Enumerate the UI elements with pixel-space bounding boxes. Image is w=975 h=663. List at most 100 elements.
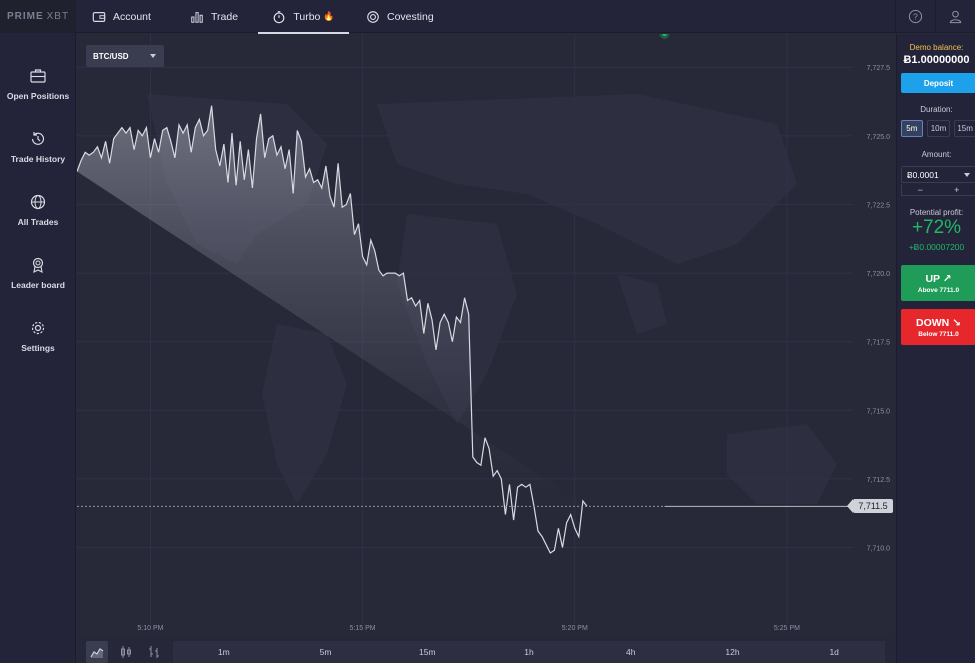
amount-increase-button[interactable]: + [954,184,960,195]
chart-area-series [77,105,588,554]
trade-panel: Demo balance: Ƀ1.00000000 Deposit Durati… [896,34,975,663]
x-axis: 5:10 PM 5:15 PM 5:20 PM 5:25 PM [137,625,800,632]
logo-bold: PRIME [6,11,44,22]
tab-account[interactable]: Account [92,0,151,33]
timeframe-15m[interactable]: 15m [419,647,436,657]
area-fill [77,105,587,553]
sidebar-item-label: Open Positions [6,91,70,101]
down-button[interactable]: DOWN ↘ Below 7711.0 [901,309,975,345]
duration-5m[interactable]: 5m [901,120,923,137]
deposit-button[interactable]: Deposit [901,73,975,93]
user-icon [949,10,962,24]
history-icon [31,132,45,145]
covesting-icon [367,10,379,23]
sidebar-item-label: All Trades [17,217,59,227]
stopwatch-icon [273,10,285,23]
up-button-label: UP ↗ [925,272,952,285]
chevron-down-icon [964,172,970,177]
x-tick-label: 5:10 PM [137,625,163,632]
amount-value: Ƀ0.0001 [907,169,939,180]
candles-chart-button[interactable] [115,641,137,663]
sidebar-item-label: Settings [21,343,55,353]
current-price-tag: 7,711.5 [847,499,893,514]
bars-chart-button[interactable] [143,641,165,663]
y-tick-label: 7,710.0 [867,546,890,553]
sidebar-item-all-trades[interactable]: All Trades [0,193,76,227]
area-chart-icon [90,648,104,658]
price-line [77,105,588,554]
current-price-marker [662,34,667,37]
pair-selector[interactable]: BTC/USD [86,45,164,67]
area-chart-button[interactable] [86,641,108,663]
sidebar-item-label: Trade History [10,154,66,164]
duration-15m[interactable]: 15m [954,120,975,137]
sidebar-item-settings[interactable]: Settings [0,319,76,353]
timeframe-12h[interactable]: 12h [725,647,740,657]
x-tick-label: 5:20 PM [562,625,588,632]
bar-chart-icon [191,11,203,23]
x-tick-label: 5:15 PM [350,625,376,632]
current-price-line [77,34,853,507]
amount-label: Amount: [921,150,952,159]
demo-balance-value: Ƀ1.00000000 [903,54,970,66]
sidebar-item-open-positions[interactable]: Open Positions [0,67,76,101]
down-button-sub: Below 7711.0 [918,330,959,338]
up-button[interactable]: UP ↗ Above 7711.0 [901,265,975,301]
down-button-label: DOWN ↘ [916,316,961,329]
y-tick-label: 7,712.5 [867,477,890,484]
bars-icon [149,646,159,658]
help-icon: ? [908,9,923,24]
medal-icon [32,257,44,273]
timeframe-5m[interactable]: 5m [319,647,332,657]
tab-turbo[interactable]: Turbo 🔥 [258,0,349,34]
up-button-sub: Above 7711.0 [917,286,960,294]
timeframe-selector: 1m 5m 15m 1h 4h 12h 1d [173,641,885,663]
chart-grid [77,34,853,624]
duration-10m[interactable]: 10m [926,120,951,137]
globe-icon [30,194,46,210]
price-chart[interactable]: 7,710.0 7,712.5 7,715.0 7,717.5 7,720.0 7,722… [77,34,895,636]
y-tick-label: 7,727.5 [867,65,890,72]
tab-covesting[interactable]: Covesting [366,0,434,33]
svg-text:?: ? [913,12,918,22]
y-axis: 7,710.0 7,712.5 7,715.0 7,717.5 7,720.0 7,722… [867,65,890,552]
amount-decrease-button[interactable]: − [917,184,923,195]
sidebar-item-leader-board[interactable]: Leader board [0,256,76,290]
sidebar-item-trade-history[interactable]: Trade History [0,130,76,164]
amount-stepper: − + [901,184,975,196]
y-tick-label: 7,725.0 [867,134,890,141]
y-tick-label: 7,717.5 [867,340,890,347]
chevron-down-icon [150,54,156,58]
profile-button[interactable] [935,0,975,33]
y-tick-label: 7,715.0 [867,408,890,415]
logo[interactable]: PRIME XBT [0,0,76,33]
help-button[interactable]: ? [895,0,935,33]
sidebar: Open Positions Trade History All Trades … [0,33,76,663]
gear-icon [31,321,45,335]
current-price-marker-halo [659,34,670,39]
timeframe-4h[interactable]: 4h [626,647,636,657]
profit-label: Potential profit: [909,208,964,217]
chart-toolbar: 1m 5m 15m 1h 4h 12h 1d [77,637,895,663]
fire-icon: 🔥 [323,11,335,21]
sidebar-item-label: Leader board [11,280,65,290]
candles-icon [121,646,131,658]
briefcase-icon [30,69,46,83]
world-map-background [147,94,837,504]
timeframe-1m[interactable]: 1m [217,647,230,657]
top-navigation: PRIME XBT Account Trade Turbo 🔥 Covesting… [0,0,975,34]
duration-selector: 5m 10m 15m [901,120,975,137]
logo-light: XBT [46,11,70,22]
tab-account-label: Account [113,10,151,23]
demo-balance-label: Demo balance: [909,43,964,52]
tab-trade-label: Trade [211,10,239,23]
wallet-icon [92,11,106,22]
tab-turbo-label: Turbo [293,10,321,23]
tab-trade[interactable]: Trade [190,0,238,33]
y-tick-label: 7,722.5 [867,202,890,209]
profit-value: +Ƀ0.00007200 [908,242,965,252]
timeframe-1h[interactable]: 1h [524,647,534,657]
amount-select[interactable]: Ƀ0.0001 [901,166,975,183]
chart-canvas[interactable]: 7,710.0 7,712.5 7,715.0 7,717.5 7,720.0 7,722… [77,34,895,636]
timeframe-1d[interactable]: 1d [829,647,839,657]
